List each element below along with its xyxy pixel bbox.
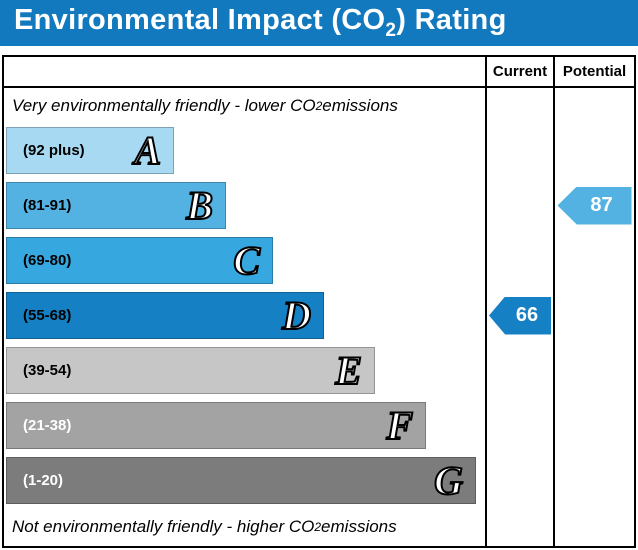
band-d-range: (55-68) (23, 307, 72, 324)
current-cell-d: 66 (485, 288, 553, 343)
band-f-letter: F (385, 402, 414, 448)
potential-rating-pointer: 87 (557, 186, 632, 225)
potential-cell-c (553, 233, 634, 288)
band-a-range: (92 plus) (23, 142, 85, 159)
band-row-f: (21-38) F (4, 398, 485, 453)
potential-cell-d (553, 288, 634, 343)
band-b-range: (81-91) (23, 197, 72, 214)
band-d: (55-68) D (6, 292, 324, 339)
header-spacer (4, 57, 485, 88)
band-g-range: (1-20) (23, 472, 64, 489)
band-row-e: (39-54) E (4, 343, 485, 398)
band-g: (1-20) G (6, 457, 476, 504)
page-title-text: Environmental Impact (CO (14, 4, 386, 37)
current-column-header: Current (485, 57, 553, 88)
band-row-b: (81-91) B (4, 178, 485, 233)
bottom-note-text: Not environmentally friendly - higher CO (12, 517, 315, 536)
band-c-letter: C (232, 237, 261, 283)
current-cell-bottom (485, 508, 553, 546)
current-cell-g (485, 453, 553, 508)
potential-cell-f (553, 398, 634, 453)
current-rating-pointer: 66 (489, 296, 551, 335)
band-row-g: (1-20) G (4, 453, 485, 508)
page-title: Environmental Impact (CO2) Rating (14, 4, 507, 42)
top-note: Very environmentally friendly - lower CO… (4, 88, 485, 123)
band-e-range: (39-54) (23, 362, 72, 379)
current-rating-value: 66 (515, 304, 539, 326)
current-cell-a (485, 123, 553, 178)
potential-cell-b: 87 (553, 178, 634, 233)
band-g-letter: G (433, 457, 464, 503)
band-c: (69-80) C (6, 237, 273, 284)
top-note-suffix: emissions (322, 95, 398, 115)
page-title-suffix: ) Rating (396, 4, 507, 37)
page-title-subscript: 2 (385, 19, 397, 41)
band-a: (92 plus) A (6, 127, 174, 174)
band-f: (21-38) F (6, 402, 426, 449)
current-cell-e (485, 343, 553, 398)
bottom-note-subscript: 2 (314, 520, 322, 534)
bottom-note: Not environmentally friendly - higher CO… (4, 508, 485, 546)
potential-rating-value: 87 (590, 194, 613, 216)
potential-cell-a (553, 123, 634, 178)
band-row-c: (69-80) C (4, 233, 485, 288)
band-d-letter: D (281, 292, 312, 338)
band-f-range: (21-38) (23, 417, 72, 434)
current-cell-f (485, 398, 553, 453)
band-row-a: (92 plus) A (4, 123, 485, 178)
band-e-letter: E (334, 347, 363, 393)
potential-cell-top (553, 88, 634, 123)
current-cell-c (485, 233, 553, 288)
current-cell-top (485, 88, 553, 123)
potential-cell-e (553, 343, 634, 398)
chart-title-banner: Environmental Impact (CO2) Rating (0, 0, 638, 46)
top-note-subscript: 2 (315, 98, 323, 113)
band-row-d: (55-68) D (4, 288, 485, 343)
potential-cell-bottom (553, 508, 634, 546)
potential-cell-g (553, 453, 634, 508)
rating-table: Current Potential Very environmentally f… (2, 55, 636, 548)
potential-column-header: Potential (553, 57, 634, 88)
band-b-letter: B (185, 182, 214, 228)
band-a-letter: A (133, 127, 162, 173)
top-note-text: Very environmentally friendly - lower CO (12, 95, 316, 115)
band-e: (39-54) E (6, 347, 375, 394)
bottom-note-suffix: emissions (321, 517, 397, 536)
current-cell-b (485, 178, 553, 233)
band-c-range: (69-80) (23, 252, 72, 269)
band-b: (81-91) B (6, 182, 226, 229)
